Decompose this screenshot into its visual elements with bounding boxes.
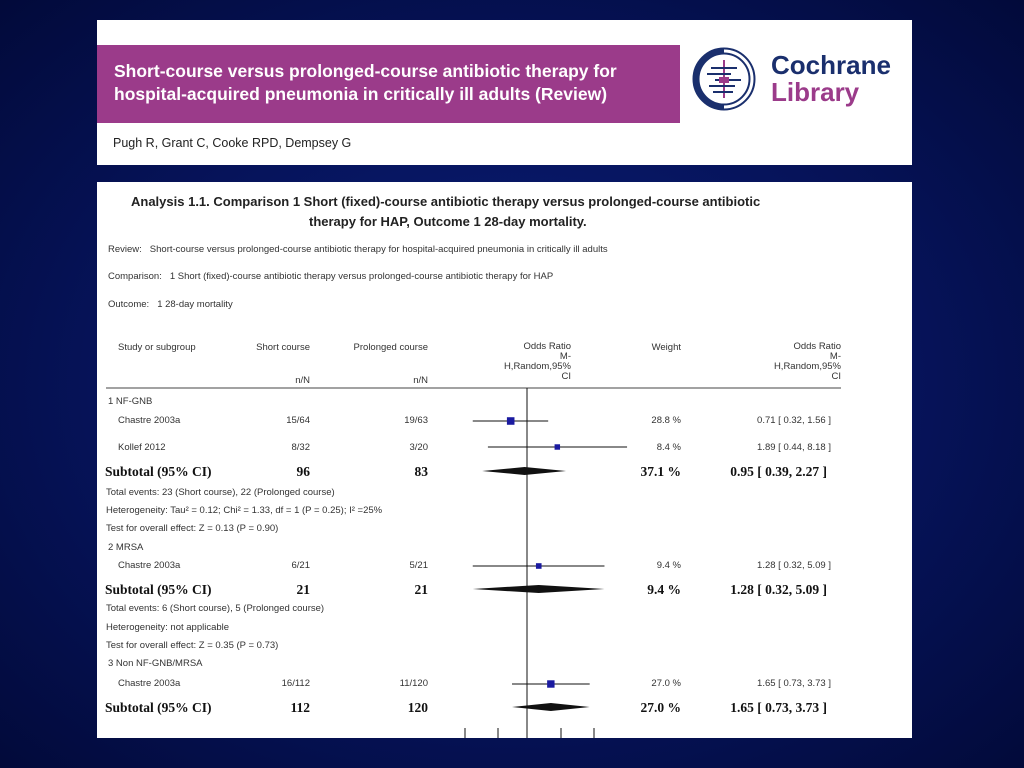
subtotal-short: 96: [296, 464, 311, 479]
col-header-odds-ratio-l3: H,Random,95%: [773, 361, 841, 372]
group-note: Heterogeneity: not applicable: [106, 622, 230, 633]
subtotal-label: Subtotal (95% CI): [105, 700, 212, 715]
study-point-marker: [547, 680, 555, 688]
group-note: Test for overall effect: Z = 0.13 (P = 0…: [106, 523, 279, 534]
study-point-marker: [554, 444, 561, 450]
col-header-short-course: Short course: [256, 342, 310, 353]
forest-plot-lines: [106, 387, 841, 738]
col-header-odds-ratio-l2: M-: [829, 351, 841, 362]
col-header-prolonged-course: Prolonged course: [353, 342, 428, 353]
subtotal-weight: 37.1 %: [640, 464, 682, 479]
subtotal-short: 112: [290, 700, 310, 715]
subtotal-label: Subtotal (95% CI): [105, 464, 212, 479]
review-title-banner: Short-course versus prolonged-course ant…: [97, 45, 680, 123]
subtotal-ci: 1.65 [ 0.73, 3.73 ]: [730, 700, 827, 715]
col-header-odds-ratio-plot-l2: M-: [559, 351, 571, 362]
group-2-title: 2 MRSA: [108, 542, 144, 553]
group-3-title: 3 Non NF-GNB/MRSA: [108, 658, 203, 669]
col-header-odds-ratio: Odds Ratio M- H,Random,95% CI: [747, 342, 841, 382]
study-prolonged: 19/63: [404, 415, 428, 426]
study-weight: 27.0 %: [651, 678, 681, 689]
study-name: Chastre 2003a: [118, 560, 181, 571]
cochrane-library-logo: Cochrane Library: [691, 46, 906, 112]
study-name: Kollef 2012: [118, 442, 166, 453]
review-authors: Pugh R, Grant C, Cooke RPD, Dempsey G: [113, 136, 352, 150]
outcome-meta-label: Outcome:: [108, 299, 150, 310]
study-ci: 1.89 [ 0.44, 8.18 ]: [757, 442, 831, 453]
col-header-odds-ratio-l4: CI: [831, 371, 842, 382]
comparison-meta-value: 1 Short (fixed)-course antibiotic therap…: [169, 271, 554, 282]
study-ci: 0.71 [ 0.32, 1.56 ]: [757, 415, 831, 426]
study-short: 8/32: [291, 442, 311, 453]
study-prolonged: 11/120: [399, 678, 428, 689]
subtotal-ci: 1.28 [ 0.32, 5.09 ]: [730, 582, 827, 597]
review-meta-label: Review:: [108, 244, 142, 255]
subtotal-weight: 27.0 %: [640, 700, 682, 715]
review-title-line2: hospital-acquired pneumonia in criticall…: [114, 84, 608, 104]
col-header-odds-ratio-plot: Odds Ratio M- H,Random,95% CI: [477, 342, 571, 382]
study-ci: 1.28 [ 0.32, 5.09 ]: [757, 560, 831, 571]
study-point-marker: [506, 417, 515, 425]
study-ci: 1.65 [ 0.73, 3.73 ]: [757, 678, 831, 689]
subtotal-prolonged: 83: [414, 464, 429, 479]
study-prolonged: 5/21: [409, 560, 429, 571]
review-title-line1: Short-course versus prolonged-course ant…: [114, 61, 617, 81]
comparison-meta-label: Comparison:: [108, 271, 162, 282]
cochrane-logo-icon: [692, 47, 756, 111]
analysis-title: Analysis 1.1. Comparison 1 Short (fixed)…: [131, 192, 851, 232]
group-1-title: 1 NF-GNB: [108, 396, 153, 407]
subtotal-label: Subtotal (95% CI): [105, 582, 212, 597]
review-header: Short-course versus prolonged-course ant…: [97, 20, 912, 165]
subtotal-weight: 9.4 %: [647, 582, 681, 597]
study-prolonged: 3/20: [409, 442, 429, 453]
group-note: Total events: 6 (Short course), 5 (Prolo…: [106, 603, 325, 614]
subtotal-prolonged: 21: [414, 582, 429, 597]
outcome-meta: Outcome: 1 28-day mortality: [108, 299, 233, 310]
outcome-meta-value: 1 28-day mortality: [157, 299, 233, 310]
col-header-weight: Weight: [651, 342, 681, 353]
col-unit-short: n/N: [295, 375, 310, 386]
col-header-odds-ratio-plot-l3: H,Random,95%: [503, 361, 571, 372]
review-meta: Review: Short-course versus prolonged-cou…: [108, 244, 608, 255]
subtotal-diamond: [482, 467, 567, 475]
group-note: Heterogeneity: Tau² = 0.12; Chi² = 1.33,…: [106, 505, 383, 516]
col-header-odds-ratio-l1: Odds Ratio: [793, 341, 841, 352]
logo-wordmark: Cochrane Library: [771, 52, 891, 106]
study-short: 16/112: [281, 678, 310, 689]
col-unit-prolonged: n/N: [413, 375, 428, 386]
study-name: Chastre 2003a: [118, 678, 181, 689]
study-weight: 28.8 %: [651, 415, 681, 426]
study-point-marker: [535, 563, 542, 569]
study-name: Chastre 2003a: [118, 415, 181, 426]
logo-word-cochrane: Cochrane: [771, 50, 891, 80]
analysis-title-line1: Analysis 1.1. Comparison 1 Short (fixed)…: [131, 194, 761, 209]
subtotal-prolonged: 120: [407, 700, 428, 715]
group-note: Total events: 23 (Short course), 22 (Pro…: [106, 487, 335, 498]
col-header-study: Study or subgroup: [118, 342, 196, 353]
comparison-meta: Comparison: 1 Short (fixed)-course antibi…: [108, 271, 553, 282]
forest-plot-document: Analysis 1.1. Comparison 1 Short (fixed)…: [97, 182, 912, 738]
col-header-odds-ratio-plot-l4: CI: [561, 371, 572, 382]
subtotal-diamond: [472, 585, 605, 593]
review-meta-value: Short-course versus prolonged-course ant…: [149, 244, 608, 255]
logo-word-library: Library: [771, 77, 860, 107]
subtotal-diamond: [512, 703, 590, 711]
subtotal-ci: 0.95 [ 0.39, 2.27 ]: [730, 464, 827, 479]
study-weight: 8.4 %: [656, 442, 681, 453]
study-short: 6/21: [291, 560, 311, 571]
analysis-title-line2: therapy for HAP, Outcome 1 28-day mortal…: [309, 214, 587, 229]
study-short: 15/64: [286, 415, 310, 426]
study-weight: 9.4 %: [656, 560, 681, 571]
col-header-odds-ratio-plot-l1: Odds Ratio: [523, 341, 571, 352]
subtotal-short: 21: [296, 582, 311, 597]
group-note: Test for overall effect: Z = 0.35 (P = 0…: [106, 640, 279, 651]
